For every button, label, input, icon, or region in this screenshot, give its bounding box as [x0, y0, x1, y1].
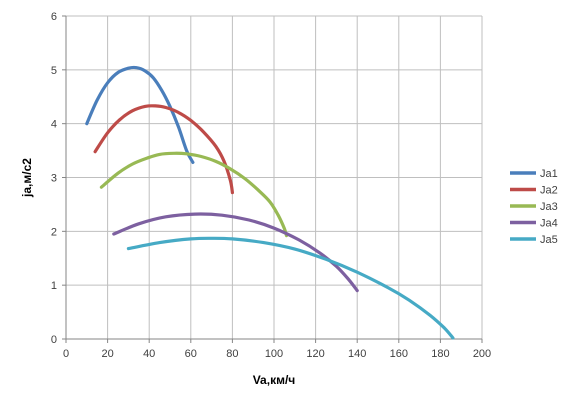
- x-tick-label: 80: [226, 348, 238, 360]
- x-tick-label: 180: [431, 348, 449, 360]
- x-tick-label: 200: [473, 348, 491, 360]
- legend-label-ja3: Ja3: [540, 201, 558, 213]
- x-tick-label: 60: [185, 348, 197, 360]
- x-axis-title: Va,км/ч: [253, 373, 296, 387]
- y-tick-label: 4: [51, 119, 57, 131]
- legend-label-ja1: Ja1: [540, 168, 558, 180]
- y-tick-label: 6: [51, 11, 57, 23]
- series-line-ja4: [112, 212, 359, 293]
- x-tick-label: 0: [63, 348, 69, 360]
- x-tick-label: 20: [101, 348, 113, 360]
- legend-label-ja4: Ja4: [540, 218, 558, 230]
- x-tick-label: 160: [390, 348, 408, 360]
- series-line-ja2: [93, 104, 234, 195]
- legend-label-ja2: Ja2: [540, 185, 558, 197]
- series-line-ja1: [85, 65, 195, 164]
- y-tick-label: 5: [51, 65, 57, 77]
- y-tick-label: 2: [51, 226, 57, 238]
- series-line-ja3: [99, 151, 289, 238]
- y-tick-label: 3: [51, 173, 57, 185]
- legend-label-ja5: Ja5: [540, 234, 558, 246]
- legend: Ja1 Ja2 Ja3 Ja4 Ja5: [510, 168, 558, 246]
- x-tick-label: 120: [306, 348, 324, 360]
- x-tick-label: 140: [348, 348, 366, 360]
- axes: [62, 15, 483, 343]
- x-tick-label: 100: [265, 348, 283, 360]
- series-line-ja5: [126, 236, 455, 340]
- gridlines: [65, 15, 483, 340]
- y-tick-label: 0: [51, 334, 57, 346]
- y-tick-label: 1: [51, 280, 57, 292]
- series-lines: [85, 65, 455, 340]
- x-tick-label: 40: [143, 348, 155, 360]
- y-axis-title: ja,м/с2: [20, 158, 34, 198]
